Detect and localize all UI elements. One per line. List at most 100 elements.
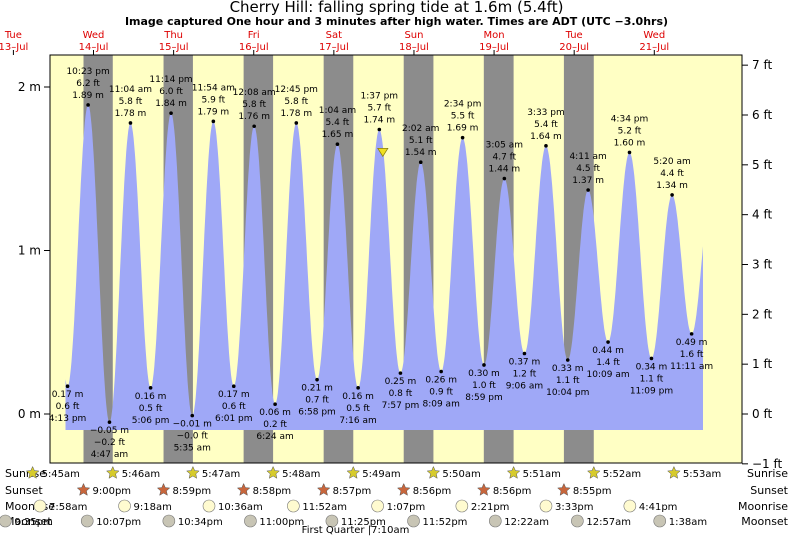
tide-point	[294, 121, 299, 125]
tide-point	[606, 340, 610, 344]
moonrise-time: 3:33pm	[555, 502, 594, 513]
tide-point	[273, 402, 277, 406]
tide-point	[252, 124, 256, 129]
moonrise-time: 1:07pm	[387, 502, 426, 513]
moonrise-time: 7:58am	[49, 502, 87, 513]
almanac-row-label: Moonrise	[5, 500, 55, 513]
sunrise-time: 5:46am	[122, 469, 160, 480]
sunrise-icon	[426, 465, 441, 479]
tide-m-label: 0.17 m	[218, 390, 250, 400]
tide-ft-label: −0.0 ft	[177, 432, 209, 442]
sunset-icon	[476, 482, 491, 496]
tide-ft-label: 6.0 ft	[159, 87, 183, 97]
day-date-label: 21–Jul	[639, 42, 669, 53]
tide-point	[211, 119, 216, 124]
tide-point	[398, 371, 403, 375]
tide-time-label: 8:09 am	[422, 399, 459, 409]
tide-ft-label: 1.4 ft	[596, 358, 620, 368]
sunset-icon	[316, 482, 331, 496]
day-name-label: Wed	[643, 30, 665, 41]
tide-ft-label: 5.8 ft	[284, 97, 308, 107]
tide-m-label: 0.16 m	[135, 392, 167, 402]
almanac-row-label: Sunrise	[747, 467, 788, 480]
moonrise-icon	[287, 499, 300, 513]
tide-m-label: 1.78 m	[280, 109, 312, 119]
moonset-icon	[653, 514, 667, 528]
almanac-row-label: Sunset	[750, 484, 788, 497]
tide-point	[315, 377, 319, 382]
tide-m-label: 0.44 m	[592, 346, 624, 356]
tide-time-label: 2:34 pm	[444, 100, 482, 110]
right-tick-label: 3 ft	[752, 257, 772, 271]
tide-time-label: 4:47 am	[91, 450, 128, 460]
tide-point	[482, 363, 486, 367]
tide-m-label: 0.06 m	[259, 408, 291, 418]
tide-time-label: 7:16 am	[339, 416, 376, 426]
sunrise-icon	[105, 465, 120, 479]
day-date-label: 13–Jul	[0, 42, 28, 53]
tide-m-label: 1.44 m	[489, 165, 521, 175]
tide-time-label: 3:33 pm	[527, 108, 565, 118]
moonset-time: 10:34pm	[178, 517, 223, 528]
tide-point	[231, 384, 236, 389]
tide-point	[356, 386, 360, 390]
sunrise-time: 5:53am	[683, 469, 721, 480]
moonset-icon	[407, 514, 420, 528]
tide-point	[128, 121, 133, 125]
moonrise-time: 10:36am	[218, 502, 263, 513]
tide-time-label: 5:35 am	[174, 444, 211, 454]
chart-title: Cherry Hill: falling spring tide at 1.6m…	[229, 0, 564, 16]
moonset-icon	[489, 514, 502, 528]
right-tick-label: 2 ft	[752, 307, 772, 321]
tide-ft-label: 0.6 ft	[56, 402, 80, 412]
tide-ft-label: 5.1 ft	[409, 136, 433, 146]
left-tick-label: 2 m	[18, 80, 41, 94]
moonset-time: 12:57am	[586, 517, 631, 528]
tide-ft-label: 1.6 ft	[680, 350, 704, 360]
tide-time-label: 9:06 am	[506, 382, 543, 392]
tide-time-label: 12:08 am	[233, 88, 276, 98]
tide-ft-label: 0.5 ft	[139, 404, 163, 414]
tide-point	[649, 356, 654, 361]
tide-time-label: 7:57 pm	[382, 401, 420, 411]
sunrise-time: 5:50am	[442, 469, 480, 480]
sunrise-icon	[506, 465, 521, 479]
right-tick-label: 5 ft	[752, 158, 772, 172]
tide-ft-label: 5.2 ft	[618, 126, 642, 136]
tide-time-label: 5:06 pm	[132, 416, 170, 426]
tide-m-label: 0.37 m	[509, 358, 541, 368]
moonrise-icon	[202, 499, 216, 513]
sunrise-time: 5:48am	[282, 469, 320, 480]
right-tick-label: 7 ft	[752, 58, 772, 72]
tide-point	[586, 188, 590, 192]
tide-time-label: 11:09 pm	[630, 386, 673, 396]
tide-m-label: 0.30 m	[468, 369, 500, 379]
tide-ft-label: 1.0 ft	[472, 381, 496, 391]
tide-time-label: 10:23 pm	[66, 67, 109, 77]
tide-ft-label: 5.4 ft	[326, 118, 350, 128]
tide-m-label: 1.37 m	[572, 176, 604, 186]
tide-m-label: 1.79 m	[198, 107, 230, 117]
day-name-label: Sun	[404, 30, 423, 41]
tide-time-label: 11:11 am	[670, 362, 713, 372]
right-axis: 7 ft 6 ft 5 ft 4 ft 3 ft 2 ft 1 ft 0 ft −1 ft	[742, 58, 783, 471]
tide-m-label: 1.34 m	[656, 181, 688, 191]
tide-time-label: 8:59 pm	[465, 393, 503, 403]
tide-point	[502, 176, 507, 181]
tide-m-label: 1.60 m	[614, 138, 646, 148]
tide-point	[627, 150, 632, 155]
tide-point	[169, 111, 173, 115]
tide-m-label: 0.17 m	[52, 390, 84, 400]
day-date-label: 17–Jul	[319, 42, 349, 53]
tide-m-label: 0.25 m	[385, 377, 417, 387]
sunset-time: 8:57pm	[333, 486, 372, 497]
tide-point	[190, 413, 195, 418]
tide-point	[689, 332, 694, 336]
tide-ft-label: 5.7 ft	[367, 104, 391, 114]
sunrise-icon	[346, 465, 361, 479]
sunrise-icon	[667, 465, 681, 479]
moonrise-icon	[371, 499, 384, 513]
tide-ft-label: 4.7 ft	[492, 153, 516, 163]
tide-m-label: 1.84 m	[155, 99, 187, 109]
